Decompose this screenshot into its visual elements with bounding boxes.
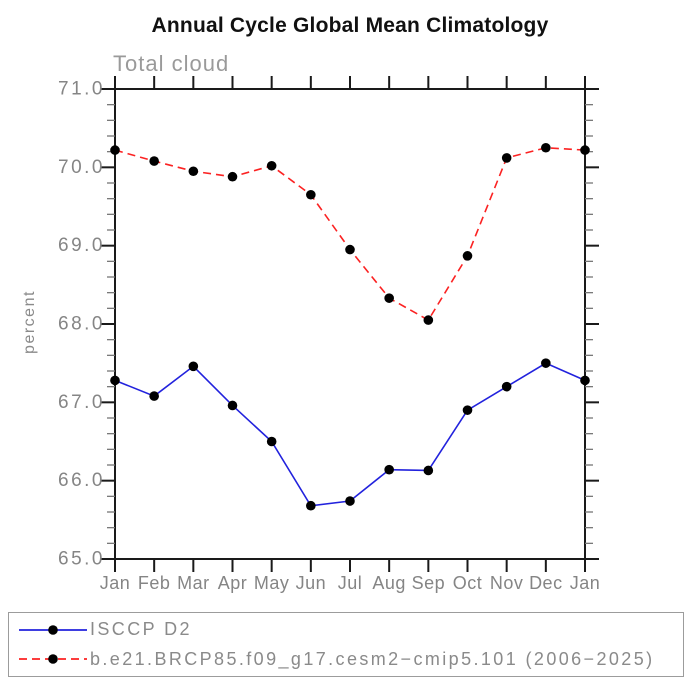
y-tick-label: 66.0 xyxy=(58,470,105,491)
data-point xyxy=(541,142,551,153)
data-point xyxy=(580,375,590,386)
data-point xyxy=(266,160,277,171)
x-tick-label: Dec xyxy=(529,573,563,593)
x-tick-label: Oct xyxy=(453,573,483,593)
legend-marker-icon xyxy=(48,654,58,665)
data-point xyxy=(501,381,512,392)
data-point xyxy=(462,251,473,261)
series-line-1 xyxy=(114,146,586,322)
x-tick-label: Mar xyxy=(177,573,210,593)
data-point xyxy=(227,400,238,411)
x-tick-label: Aug xyxy=(372,573,406,593)
data-point xyxy=(423,465,434,476)
data-point xyxy=(501,153,512,163)
x-tick-label: Feb xyxy=(138,573,171,593)
legend-label-isccp: ISCCP D2 xyxy=(90,619,192,640)
data-point xyxy=(188,361,199,372)
y-tick-label: 69.0 xyxy=(58,235,105,256)
series-line-0 xyxy=(114,362,586,507)
data-point xyxy=(306,500,316,511)
data-point xyxy=(149,391,159,401)
x-tick-label: Nov xyxy=(490,573,524,593)
chart-title: Annual Cycle Global Mean Climatology xyxy=(151,14,549,37)
legend-item-isccp: ISCCP D2 xyxy=(16,617,683,643)
data-point xyxy=(580,145,590,155)
axis-frame xyxy=(114,88,586,560)
y-tick-label: 65.0 xyxy=(58,549,105,570)
x-tick-label: Jan xyxy=(570,573,601,593)
data-point xyxy=(462,405,473,415)
data-point xyxy=(266,436,277,447)
data-point xyxy=(345,244,355,255)
data-point xyxy=(541,358,551,368)
data-point xyxy=(384,464,394,475)
x-tick-label: Jan xyxy=(100,573,131,593)
y-tick-label: 67.0 xyxy=(58,392,105,413)
data-point xyxy=(423,315,434,325)
x-tick-label: Jun xyxy=(296,573,327,593)
data-point xyxy=(345,496,355,506)
legend-item-model: b.e21.BRCP85.f09_g17.cesm2−cmip5.101 (20… xyxy=(16,646,683,672)
data-point xyxy=(227,171,238,182)
data-point xyxy=(110,145,120,155)
x-tick-label: Sep xyxy=(412,573,446,593)
chart-subtitle: Total cloud xyxy=(113,51,230,76)
data-point xyxy=(188,166,199,177)
legend-label-model: b.e21.BRCP85.f09_g17.cesm2−cmip5.101 (20… xyxy=(90,648,655,669)
data-point xyxy=(384,293,394,303)
data-point xyxy=(306,189,316,200)
y-tick-label: 70.0 xyxy=(58,157,105,178)
legend-line-sample-red xyxy=(19,654,87,665)
data-point xyxy=(149,156,159,166)
y-tick-label: 71.0 xyxy=(58,79,105,100)
x-tick-label: Jul xyxy=(338,573,363,593)
data-point xyxy=(110,375,120,386)
legend-line-sample-blue xyxy=(19,624,87,635)
plot-area: 65.0 66.0 67.0 68.0 69.0 70.0 71.0 Jan Feb Mar Apr… xyxy=(58,76,601,593)
legend-box: ISCCP D2 b.e21.BRCP85.f09_g17.cesm2−cmip… xyxy=(8,612,684,677)
x-tick-label: May xyxy=(254,573,290,593)
legend-marker-icon xyxy=(48,624,58,635)
y-tick-label: 68.0 xyxy=(58,314,105,335)
x-tick-label: Apr xyxy=(218,573,248,593)
